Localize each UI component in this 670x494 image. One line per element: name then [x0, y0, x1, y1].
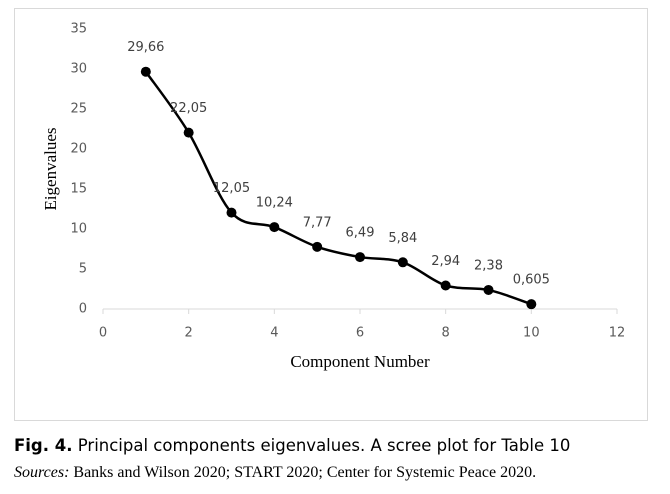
- x-tick-label: 4: [270, 326, 278, 341]
- data-label: 6,49: [346, 226, 375, 241]
- x-tick-label: 0: [99, 326, 107, 341]
- data-label: 12,05: [213, 181, 250, 196]
- data-label: 2,38: [474, 258, 503, 273]
- data-point: [312, 241, 323, 252]
- x-tick-label: 10: [523, 326, 540, 341]
- y-tick-label: 20: [70, 142, 87, 157]
- data-label: 5,84: [388, 231, 417, 246]
- x-tick-label: 8: [442, 326, 450, 341]
- caption-label: Fig. 4.: [14, 436, 73, 455]
- caption-text: Principal components eigenvalues. A scre…: [72, 436, 571, 455]
- data-label: 29,66: [127, 40, 164, 55]
- y-tick-label: 5: [79, 262, 87, 277]
- data-label: 22,05: [170, 101, 207, 116]
- y-tick-label: 35: [70, 22, 87, 37]
- data-label: 10,24: [256, 196, 293, 211]
- caption: Fig. 4. Principal components eigenvalues…: [14, 436, 570, 455]
- sources-label: Sources:: [14, 464, 70, 481]
- data-point: [397, 257, 408, 268]
- sources: Sources: Banks and Wilson 2020; START 20…: [14, 464, 536, 482]
- chart-frame: [14, 8, 648, 421]
- data-point: [355, 252, 365, 263]
- x-tick-label: 12: [609, 326, 626, 341]
- y-tick-label: 0: [79, 302, 87, 317]
- data-label: 7,77: [303, 215, 332, 230]
- x-axis-title: Component Number: [290, 352, 430, 371]
- data-point: [440, 280, 451, 291]
- y-tick-label: 10: [70, 222, 87, 237]
- sources-text: Banks and Wilson 2020; START 2020; Cente…: [69, 464, 537, 481]
- x-tick-label: 2: [185, 326, 193, 341]
- data-point: [183, 127, 194, 138]
- y-tick-label: 15: [70, 182, 87, 197]
- data-label: 0,605: [513, 273, 550, 288]
- y-tick-label: 30: [70, 62, 87, 77]
- data-point: [140, 66, 151, 77]
- y-axis-title: Eigenvalues: [41, 127, 60, 210]
- y-tick-label: 25: [70, 102, 87, 117]
- data-point: [483, 284, 494, 295]
- data-point: [226, 207, 237, 218]
- series-line: [144, 71, 532, 306]
- data-label: 2,94: [431, 254, 460, 269]
- x-tick-label: 6: [356, 326, 364, 341]
- data-point: [526, 299, 537, 310]
- chart: Component Number Eigenvalues 05101520253…: [14, 8, 648, 421]
- data-point: [269, 222, 280, 233]
